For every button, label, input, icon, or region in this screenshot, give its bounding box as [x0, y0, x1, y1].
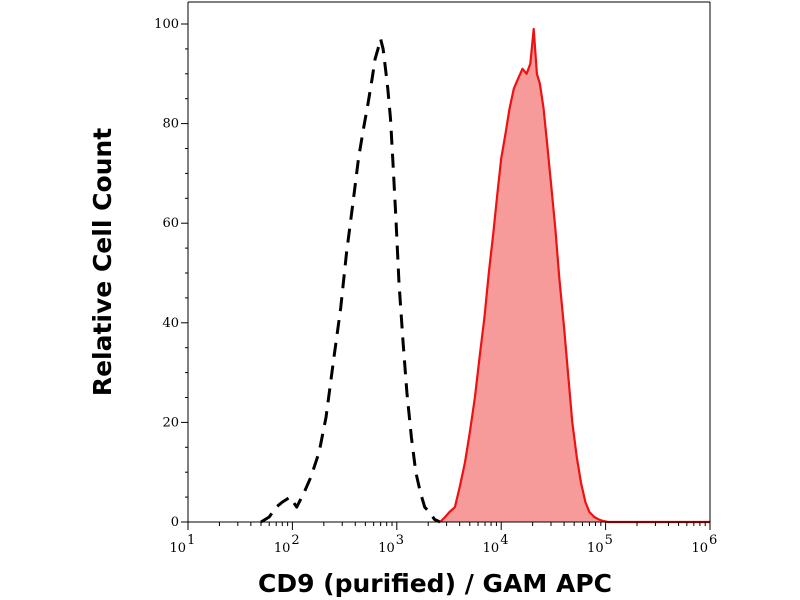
x-tick-label: 10 [691, 541, 708, 556]
y-tick-label: 40 [162, 316, 179, 331]
x-tick-exponent: 4 [500, 533, 508, 548]
plot-area [260, 27, 710, 524]
y-tick-label: 0 [171, 515, 179, 530]
x-axis-title: CD9 (purified) / GAM APC [258, 569, 612, 598]
series-1-line [439, 27, 710, 524]
y-tick-label: 80 [162, 117, 179, 132]
series-0-line [260, 37, 441, 524]
x-tick-exponent: 3 [396, 533, 404, 548]
axes [187, 1, 711, 523]
x-tick-label: 10 [169, 541, 186, 556]
series-1-fill [440, 29, 710, 522]
y-axis-title: Relative Cell Count [88, 128, 117, 396]
x-tick-exponent: 1 [187, 533, 195, 548]
x-tick-label: 10 [274, 541, 291, 556]
x-tick-label: 10 [587, 541, 604, 556]
y-tick-label: 100 [154, 17, 179, 32]
x-tick-exponent: 2 [291, 533, 299, 548]
y-tick-label: 60 [162, 216, 179, 231]
x-tick-label: 10 [483, 541, 500, 556]
x-tick-label: 10 [378, 541, 395, 556]
tick-marks [181, 23, 711, 530]
y-tick-label: 20 [162, 415, 179, 430]
x-tick-exponent: 6 [709, 533, 717, 548]
x-tick-exponent: 5 [605, 533, 613, 548]
